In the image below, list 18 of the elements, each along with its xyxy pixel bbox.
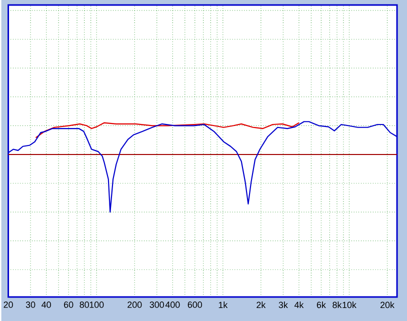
x-tick-label: 400	[165, 302, 180, 308]
x-tick-label: 10k	[342, 302, 356, 308]
x-tick-label: 8k	[332, 302, 342, 308]
x-tick-label: 20k	[380, 302, 394, 308]
x-tick-label: 40	[42, 302, 51, 308]
x-tick-label: 6k	[316, 302, 326, 308]
x-tick-label: 3k	[278, 302, 288, 308]
x-tick-label: 600	[188, 302, 202, 308]
x-tick-label: 60	[64, 302, 74, 308]
x-tick-label: 20	[4, 302, 13, 308]
x-tick-label: 1k	[218, 302, 228, 308]
x-tick-label: 300	[150, 302, 164, 308]
x-tick-label: 80	[80, 302, 89, 308]
x-tick-label: 4k	[294, 302, 304, 308]
x-tick-label: 100	[90, 302, 104, 308]
x-tick-label: 200	[128, 302, 142, 308]
x-tick-label: 2k	[256, 302, 266, 308]
x-tick-label: 30	[26, 302, 36, 308]
